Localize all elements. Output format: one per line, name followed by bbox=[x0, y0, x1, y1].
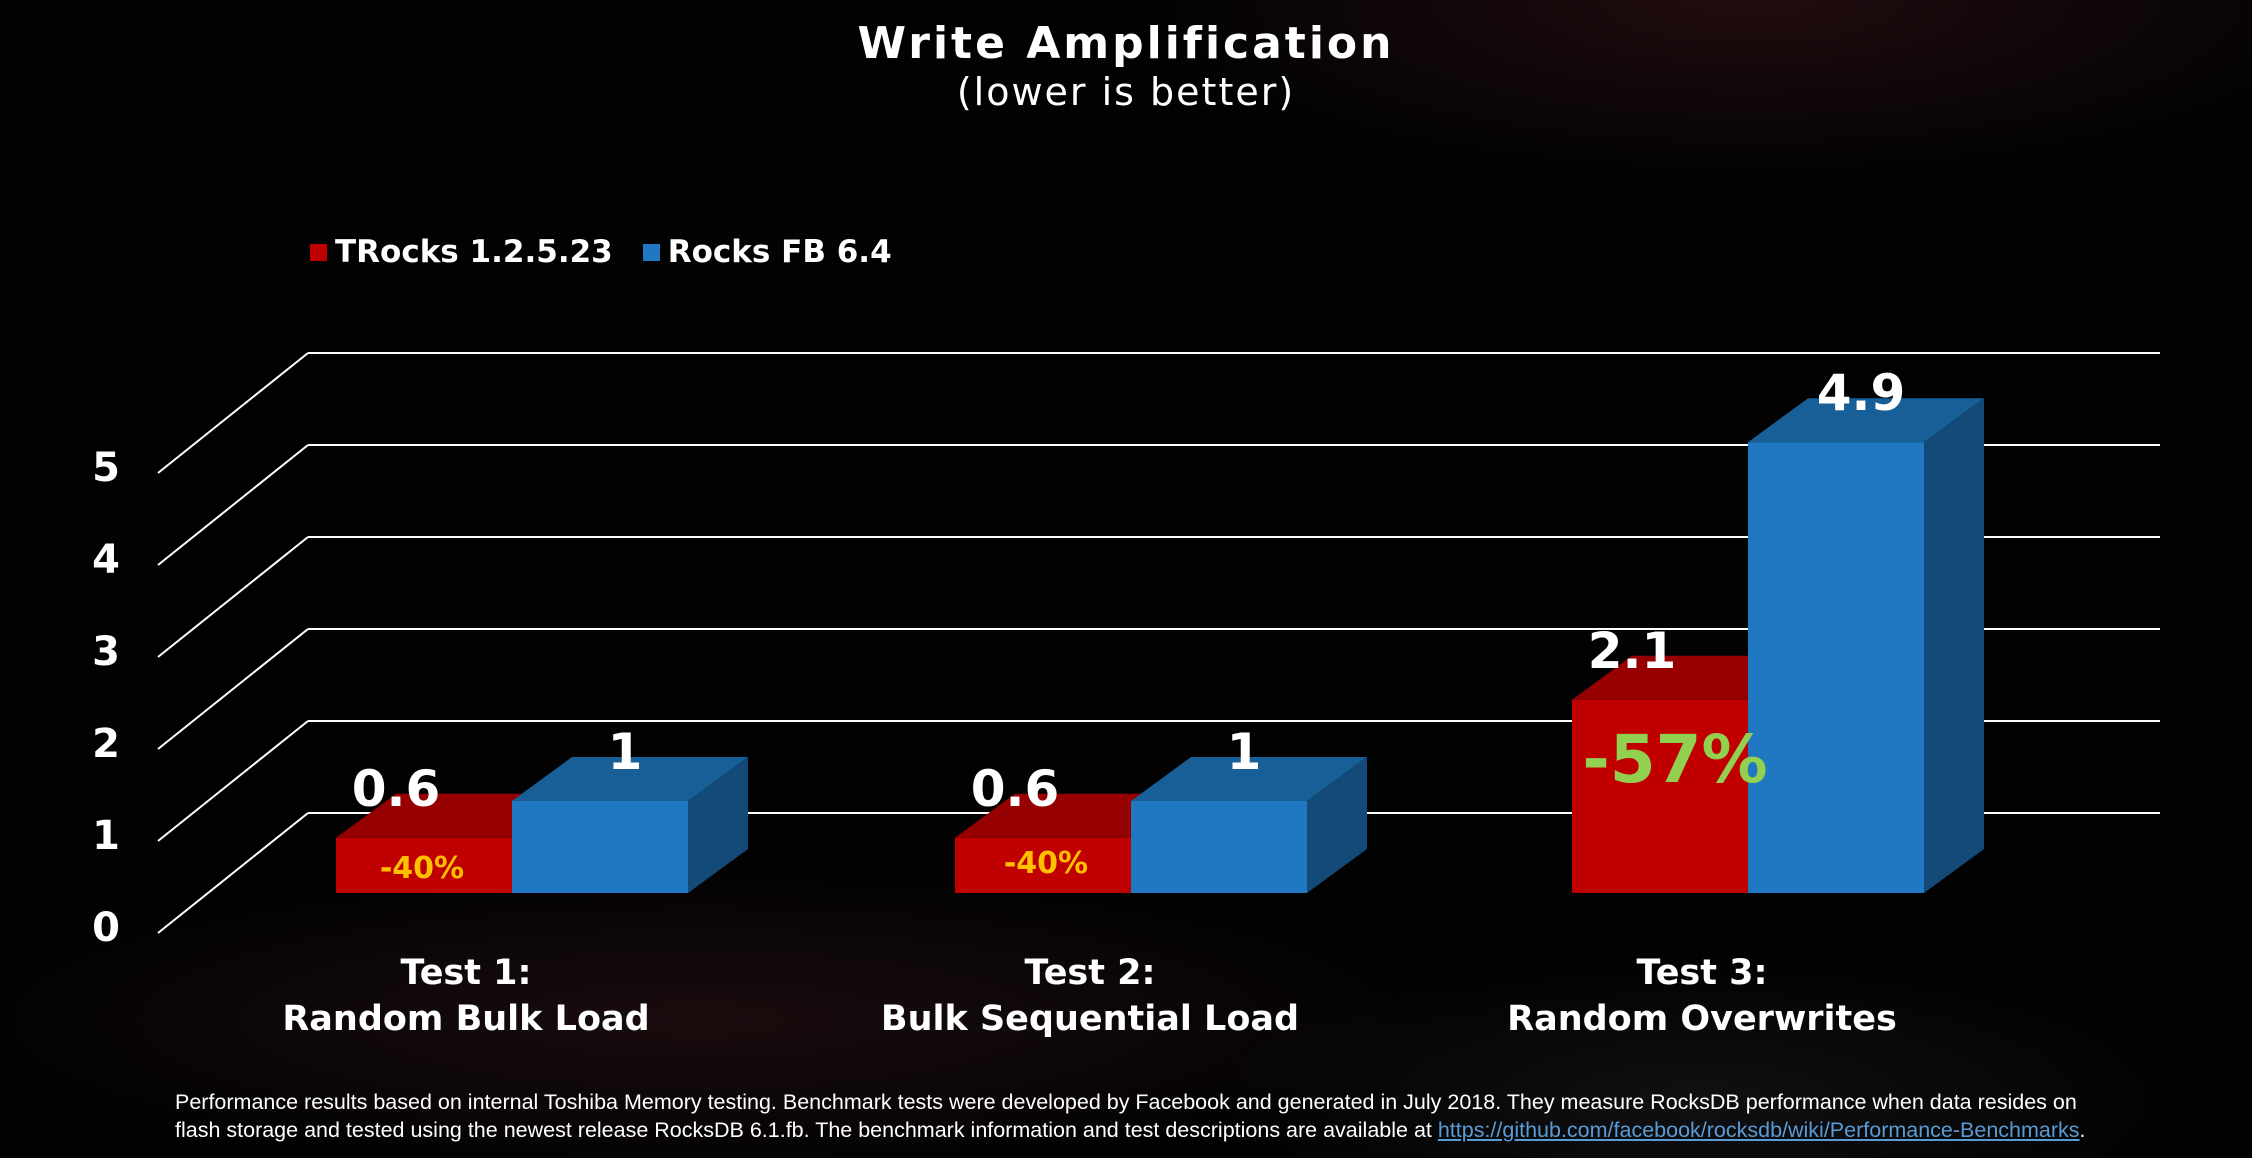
legend-label-trocks: TRocks 1.2.5.23 bbox=[335, 234, 613, 270]
category-label-test3-line1: Test 3: bbox=[1636, 953, 1768, 993]
gridline-diag bbox=[157, 628, 309, 750]
bar-top-rocksfb bbox=[1748, 398, 1984, 443]
data-label: 0.6 bbox=[971, 760, 1060, 818]
bar-side-rocksfb bbox=[1307, 757, 1367, 893]
category-label-test2-line2: Bulk Sequential Load bbox=[880, 999, 1300, 1039]
y-tick-label: 1 bbox=[92, 813, 120, 859]
chart-subtitle: (lower is better) bbox=[956, 70, 1296, 114]
bar-rocksfb bbox=[512, 801, 688, 893]
category-label-test1-line2: Random Bulk Load bbox=[282, 999, 650, 1039]
legend-swatch-trocks bbox=[310, 243, 327, 261]
legend-label-rocksfb: Rocks FB 6.4 bbox=[667, 234, 892, 270]
data-label: 0.6 bbox=[352, 760, 441, 818]
bar-trocks bbox=[955, 837, 1131, 893]
gridline-diag bbox=[157, 720, 309, 842]
y-tick-label: 2 bbox=[92, 721, 120, 767]
category-label-test1: Test 1: Random Bulk Load bbox=[216, 950, 716, 1042]
y-tick-label: 0 bbox=[92, 905, 120, 951]
bar-side-rocksfb bbox=[688, 757, 748, 893]
y-tick-label: 4 bbox=[92, 537, 120, 583]
gridline-diag bbox=[157, 352, 309, 474]
gridline-diag bbox=[157, 812, 309, 934]
footnote-text: Performance results based on internal To… bbox=[175, 1090, 2077, 1142]
chart-title: Write Amplification bbox=[857, 18, 1395, 69]
legend-item-trocks: TRocks 1.2.5.23 bbox=[310, 234, 613, 270]
category-label-test2: Test 2: Bulk Sequential Load bbox=[840, 950, 1340, 1042]
category-label-test3: Test 3: Random Overwrites bbox=[1452, 950, 1952, 1042]
category-label-test1-line1: Test 1: bbox=[400, 953, 532, 993]
y-tick-label: 5 bbox=[92, 445, 120, 491]
gridline-diag bbox=[157, 536, 309, 658]
y-tick-label: 3 bbox=[92, 629, 120, 675]
data-label: 1 bbox=[608, 723, 643, 781]
reduction-annotation: -40% bbox=[380, 851, 464, 886]
data-label: 2.1 bbox=[1588, 622, 1677, 680]
data-label: 4.9 bbox=[1817, 364, 1906, 422]
bar-rocksfb bbox=[1131, 801, 1307, 893]
bar-rocksfb bbox=[1748, 442, 1924, 893]
reduction-annotation: -57% bbox=[1582, 721, 1767, 798]
bar-trocks bbox=[1572, 699, 1748, 893]
data-label: 1 bbox=[1227, 723, 1262, 781]
legend: TRocks 1.2.5.23 Rocks FB 6.4 bbox=[310, 234, 922, 270]
category-label-test2-line1: Test 2: bbox=[1024, 953, 1156, 993]
bar-top-rocksfb bbox=[1131, 757, 1367, 801]
category-label-test3-line2: Random Overwrites bbox=[1507, 999, 1897, 1039]
legend-swatch-rocksfb bbox=[642, 243, 660, 261]
bar-top-rocksfb bbox=[512, 757, 748, 801]
footnote-end: . bbox=[2079, 1118, 2086, 1142]
reduction-annotation: -40% bbox=[1004, 846, 1088, 881]
benchmark-link[interactable]: https://github.com/facebook/rocksdb/wiki… bbox=[1437, 1118, 2080, 1142]
bar-side-rocksfb bbox=[1924, 398, 1984, 893]
legend-item-rocksfb: Rocks FB 6.4 bbox=[642, 234, 892, 270]
footnote: Performance results based on internal To… bbox=[175, 1088, 2125, 1144]
gridline-diag bbox=[157, 444, 309, 566]
bar-trocks bbox=[336, 837, 512, 893]
